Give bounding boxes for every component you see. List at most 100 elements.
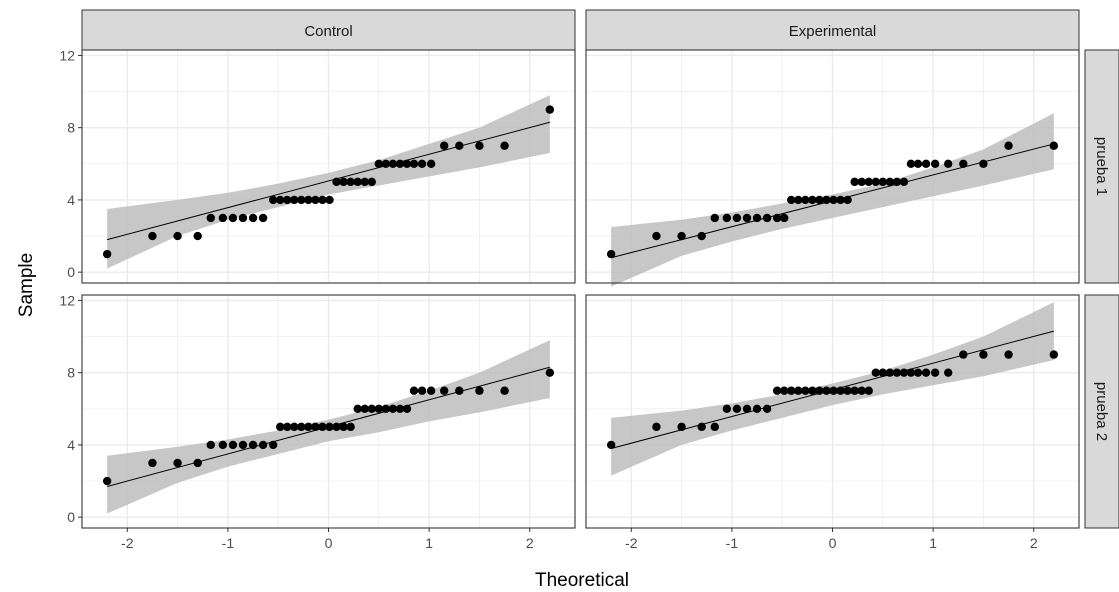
data-point xyxy=(455,386,464,395)
data-point xyxy=(402,159,412,168)
data-point xyxy=(772,386,782,395)
data-point xyxy=(787,195,796,205)
data-point xyxy=(545,105,555,114)
data-point xyxy=(752,213,762,223)
panel-control-prueba-1 xyxy=(81,49,576,284)
data-point xyxy=(944,159,953,168)
strip-experimental: Experimental xyxy=(585,9,1080,51)
y-axis-title: Sample xyxy=(16,253,37,317)
data-point xyxy=(722,404,732,413)
strip-background xyxy=(81,9,576,51)
strip-label-control: Control xyxy=(304,23,352,40)
data-point xyxy=(290,195,299,205)
data-point xyxy=(652,422,661,432)
y-tick-label: 0 xyxy=(67,509,75,525)
data-point xyxy=(1049,141,1059,150)
panel-experimental-prueba-2 xyxy=(585,294,1080,529)
data-point xyxy=(353,177,362,187)
data-point xyxy=(367,404,376,413)
data-point xyxy=(710,422,719,432)
data-point xyxy=(722,213,732,223)
data-point xyxy=(752,404,762,413)
data-point xyxy=(325,422,334,432)
data-point xyxy=(395,404,405,413)
x-tick-label: -1 xyxy=(222,535,235,551)
data-point xyxy=(297,195,306,205)
data-point xyxy=(475,141,484,150)
data-point xyxy=(871,368,880,377)
data-point xyxy=(283,195,292,205)
data-point xyxy=(944,368,953,377)
y-tick-label: 12 xyxy=(59,292,75,308)
data-point xyxy=(677,231,686,241)
data-point xyxy=(829,386,838,395)
data-point xyxy=(409,386,419,395)
panel-border xyxy=(81,49,576,284)
data-point xyxy=(311,195,320,205)
data-point xyxy=(258,440,268,450)
data-point xyxy=(815,195,824,205)
data-point xyxy=(304,195,313,205)
x-axis-title: Theoretical xyxy=(535,570,629,591)
data-point xyxy=(857,177,866,187)
data-point xyxy=(545,368,555,377)
data-point xyxy=(979,350,988,359)
data-point xyxy=(332,177,341,187)
data-point xyxy=(440,386,449,395)
data-point xyxy=(864,177,873,187)
data-point xyxy=(892,368,902,377)
data-point xyxy=(325,195,334,205)
data-point xyxy=(367,177,376,187)
data-point xyxy=(878,177,888,187)
data-point xyxy=(148,231,157,241)
data-point xyxy=(381,404,391,413)
data-point xyxy=(346,422,355,432)
data-point xyxy=(930,368,940,377)
data-point xyxy=(228,213,238,223)
data-point xyxy=(772,213,782,223)
strip-label-prueba-1: prueba 1 xyxy=(1093,137,1110,196)
data-point xyxy=(906,159,916,168)
data-point xyxy=(871,177,880,187)
data-point xyxy=(455,141,464,150)
data-point xyxy=(297,422,306,432)
data-point xyxy=(218,440,228,450)
data-point xyxy=(268,440,278,450)
data-point xyxy=(836,195,845,205)
data-point xyxy=(206,440,215,450)
data-point xyxy=(283,422,292,432)
data-point xyxy=(857,386,866,395)
x-tick-label: 1 xyxy=(929,535,937,551)
data-point xyxy=(959,159,968,168)
data-point xyxy=(238,213,248,223)
data-point xyxy=(173,231,182,241)
data-point xyxy=(339,422,348,432)
data-point xyxy=(742,404,752,413)
data-point xyxy=(276,195,285,205)
data-point xyxy=(228,440,238,450)
data-point xyxy=(878,368,888,377)
data-point xyxy=(417,386,427,395)
data-point xyxy=(787,386,796,395)
data-point xyxy=(808,195,817,205)
data-point xyxy=(193,458,202,468)
data-point xyxy=(258,213,268,223)
data-point xyxy=(906,368,916,377)
panel-control-prueba-2 xyxy=(81,294,576,529)
strip-background xyxy=(1084,49,1119,284)
data-point xyxy=(475,386,484,395)
data-point xyxy=(742,213,752,223)
data-point xyxy=(732,404,742,413)
data-point xyxy=(762,404,772,413)
data-point xyxy=(801,195,810,205)
data-point xyxy=(426,159,436,168)
data-point xyxy=(822,195,831,205)
data-point xyxy=(808,386,817,395)
data-point xyxy=(311,422,320,432)
data-point xyxy=(381,159,391,168)
data-point xyxy=(304,422,313,432)
y-tick-label: 8 xyxy=(67,365,75,381)
data-point xyxy=(402,404,412,413)
x-tick-label: -2 xyxy=(121,535,134,551)
